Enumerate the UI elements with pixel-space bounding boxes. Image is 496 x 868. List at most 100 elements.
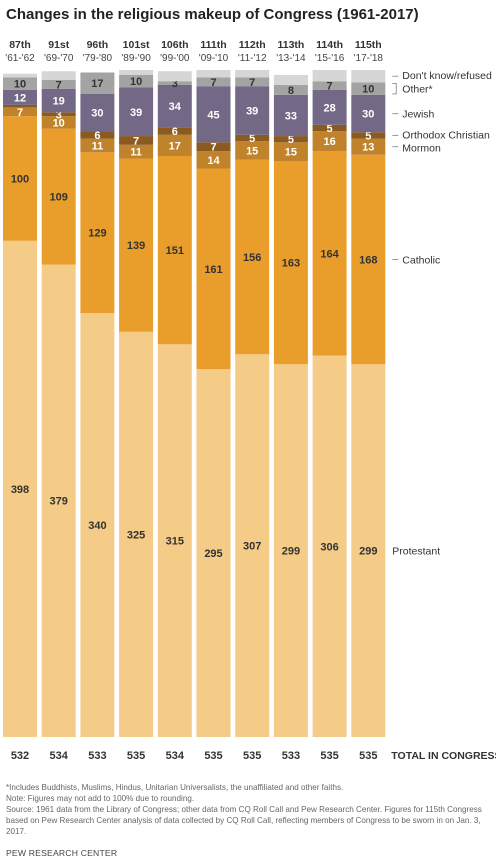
years-label: '15-'16 <box>315 53 345 64</box>
bar-segment-protestant <box>312 355 347 737</box>
data-label: 129 <box>88 228 106 240</box>
data-label: 15 <box>285 147 297 159</box>
congress-label: 87th <box>9 39 31 51</box>
bar-segment-other <box>235 77 270 87</box>
note: Note: Figures may not add to 100% due to… <box>6 794 195 803</box>
data-label: 307 <box>243 541 261 553</box>
bar-segment-catholic <box>235 159 270 355</box>
data-label: 7 <box>210 142 216 154</box>
bar-segment-orthodox-christian <box>196 142 231 152</box>
brand-logo-text: PEW RESEARCH CENTER <box>6 848 118 858</box>
total-label: 535 <box>320 750 338 762</box>
data-label: 11 <box>92 140 104 152</box>
data-label: 7 <box>249 77 255 89</box>
bar-segment-orthodox-christian <box>3 104 37 108</box>
legend-entry: Mormon <box>402 143 441 155</box>
bar-segment-jewish <box>196 86 231 143</box>
data-label: 100 <box>11 173 29 185</box>
bar-segment-orthodox-christian <box>157 127 192 135</box>
data-label: 10 <box>362 84 374 96</box>
bar-segment-other <box>273 84 308 95</box>
bar-segment-protestant <box>3 240 37 737</box>
data-label: 325 <box>127 529 145 541</box>
data-label: 39 <box>130 107 142 119</box>
bar-segment-catholic <box>312 151 347 356</box>
stacked-bar-chart: 87th'61-'623981007121053291st'69-'703791… <box>3 39 496 762</box>
data-label: 14 <box>207 155 220 167</box>
bar-segment-catholic <box>3 116 37 241</box>
bar-segment-other <box>351 82 386 95</box>
bar-segment-catholic <box>41 128 76 265</box>
bar-segment-mormon <box>80 138 115 153</box>
bar-segment-protestant <box>157 344 192 737</box>
chart-footer: *Includes Buddhists, Muslims, Hindus, Un… <box>6 782 490 837</box>
congress-label: 106th <box>161 39 188 51</box>
data-label: 6 <box>94 130 100 142</box>
data-label: 5 <box>288 134 294 146</box>
data-label: 299 <box>359 546 377 558</box>
bar-segment-don-t-know-refused <box>235 70 270 78</box>
bar-segment-jewish <box>80 93 115 132</box>
data-label: 163 <box>282 258 300 270</box>
data-label: 17 <box>91 78 103 90</box>
bar-segment-don-t-know-refused <box>3 73 37 78</box>
source: Source: 1961 data from the Library of Co… <box>6 805 482 836</box>
years-label: '61-'62 <box>5 53 35 64</box>
bar-segment-other <box>119 74 154 88</box>
data-label: 10 <box>53 117 65 129</box>
data-label: 33 <box>285 111 297 123</box>
bar-segment-orthodox-christian <box>80 131 115 139</box>
data-label: 34 <box>169 101 182 113</box>
bar-segment-catholic <box>119 158 154 332</box>
data-label: 7 <box>210 77 216 89</box>
totals-label: TOTAL IN CONGRESS <box>391 750 496 762</box>
bar-segment-catholic <box>80 152 115 314</box>
data-label: 315 <box>166 536 184 548</box>
total-label: 535 <box>204 750 222 762</box>
years-label: '69-'70 <box>44 53 74 64</box>
congress-label: 113th <box>277 39 304 51</box>
bar-segment-orthodox-christian <box>273 136 308 143</box>
congress-label: 114th <box>316 39 343 51</box>
data-label: 13 <box>362 142 374 154</box>
bar-segment-jewish <box>312 89 347 125</box>
data-label: 295 <box>204 548 222 560</box>
years-label: '13-'14 <box>276 53 306 64</box>
chart-title: Changes in the religious makeup of Congr… <box>6 6 419 23</box>
legend-entry: Protestant <box>392 546 440 558</box>
bar-segment-other <box>41 79 76 89</box>
bar-segment-protestant <box>351 364 386 737</box>
bar-segment-other <box>196 77 231 87</box>
data-label: 15 <box>246 145 258 157</box>
bar-segment-protestant <box>80 313 115 737</box>
data-label: 5 <box>365 130 371 142</box>
data-label: 28 <box>323 102 335 114</box>
bar-segment-jewish <box>351 94 386 133</box>
data-label: 7 <box>17 107 23 119</box>
bar-segment-orthodox-christian <box>351 132 386 139</box>
bar-segment-don-t-know-refused <box>351 70 386 83</box>
bar-segment-mormon <box>351 138 386 155</box>
bar-segment-other <box>312 81 347 90</box>
congress-label: 115th <box>355 39 382 51</box>
bar-segment-orthodox-christian <box>312 124 347 132</box>
data-label: 5 <box>327 123 333 135</box>
bar-segment-other <box>157 81 192 85</box>
data-label: 168 <box>359 255 377 267</box>
bar-segment-protestant <box>196 369 231 737</box>
data-label: 3 <box>56 109 62 121</box>
data-label: 5 <box>249 133 255 145</box>
data-label: 17 <box>169 140 181 152</box>
data-label: 3 <box>172 78 178 90</box>
bar-segment-don-t-know-refused <box>157 71 192 82</box>
total-label: 534 <box>50 750 69 762</box>
bar-segment-protestant <box>235 354 270 737</box>
bar-segment-jewish <box>41 88 76 113</box>
bar-segment-mormon <box>157 134 192 157</box>
congress-label: 101st <box>123 39 150 51</box>
bar-segment-jewish <box>273 94 308 137</box>
total-label: 533 <box>88 750 106 762</box>
bar-segment-mormon <box>41 116 76 129</box>
bar-segment-mormon <box>273 142 308 162</box>
years-label: '89-'90 <box>121 53 151 64</box>
